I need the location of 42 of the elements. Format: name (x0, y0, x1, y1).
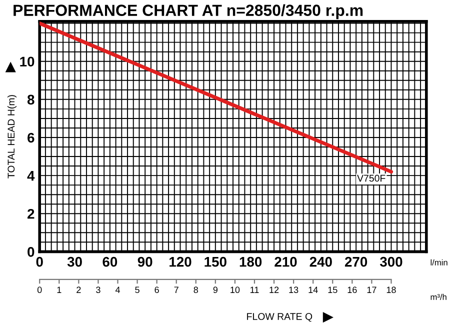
x2-tick-label: 5 (135, 286, 140, 294)
x2-tick-label: 7 (174, 286, 178, 293)
y-tick-label: 6 (28, 132, 34, 143)
x2-tick-label: 11 (250, 286, 259, 293)
x2-tick-label: 12 (270, 286, 279, 293)
x-tick-label: 150 (204, 256, 226, 267)
x-tick-label: 300 (380, 256, 402, 267)
x2-tick-label: 16 (348, 286, 357, 294)
x2-tick-label: 8 (194, 286, 198, 294)
x2-tick-label: 0 (37, 286, 42, 294)
y-axis-title: TOTAL HEAD H(m) (7, 95, 17, 178)
x2-axis-title: m³/h (430, 294, 446, 300)
text: FLOW RATE Q (247, 313, 312, 322)
x-tick-label: 60 (102, 256, 118, 267)
x2-tick-label: 14 (308, 286, 318, 293)
x2-tick-label: 17 (367, 286, 376, 293)
x-tick-label: 0 (36, 256, 43, 267)
x2-tick-label: 1 (57, 286, 62, 293)
x2-tick-label: 18 (386, 286, 396, 294)
y-tick-label: 10 (20, 56, 34, 67)
x-tick-label: 240 (310, 256, 332, 267)
x-tick-label: 270 (344, 256, 368, 267)
x2-tick-label: 6 (154, 286, 159, 294)
x-axis-title: l/min (430, 259, 448, 266)
y-tick-label: 2 (28, 208, 34, 219)
x2-tick-label: 9 (213, 286, 218, 294)
x2-tick-label: 10 (230, 286, 240, 294)
x-tick-label: 210 (274, 256, 297, 267)
x2-tick-label: 4 (115, 286, 120, 293)
x2-tick-label: 15 (328, 286, 338, 294)
y-tick-label: 0 (28, 247, 34, 257)
y-tick-label: 4 (27, 171, 35, 181)
series-label: V750F (357, 174, 386, 182)
x2-tick-label: 13 (289, 286, 298, 294)
x2-tick-label: 3 (96, 286, 100, 294)
chart-title: PERFORMANCE CHART AT n=2850/3450 r.p.m (14, 4, 363, 20)
x-tick-label: 120 (170, 256, 192, 267)
x2-tick-label: 2 (76, 286, 81, 293)
y-tick-label: 8 (27, 94, 34, 105)
x-tick-label: 90 (138, 256, 152, 267)
x-tick-label: 180 (240, 256, 262, 267)
x-tick-label: 30 (67, 256, 82, 267)
